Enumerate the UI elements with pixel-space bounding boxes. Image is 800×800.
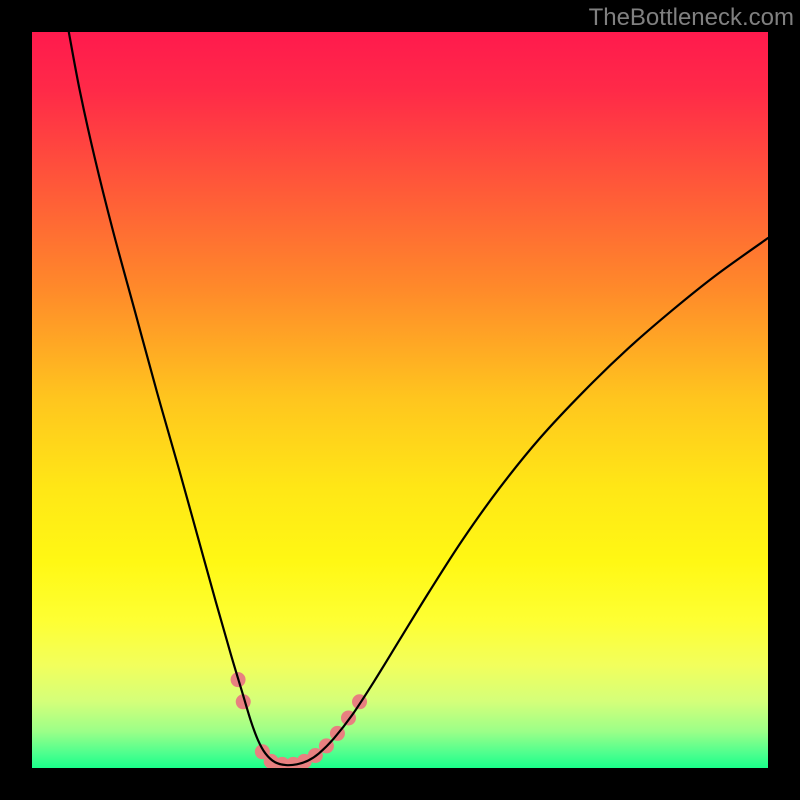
bottleneck-chart [0,0,800,800]
watermark-text: TheBottleneck.com [589,4,794,32]
chart-container: TheBottleneck.com [0,0,800,800]
plot-background [32,32,768,768]
